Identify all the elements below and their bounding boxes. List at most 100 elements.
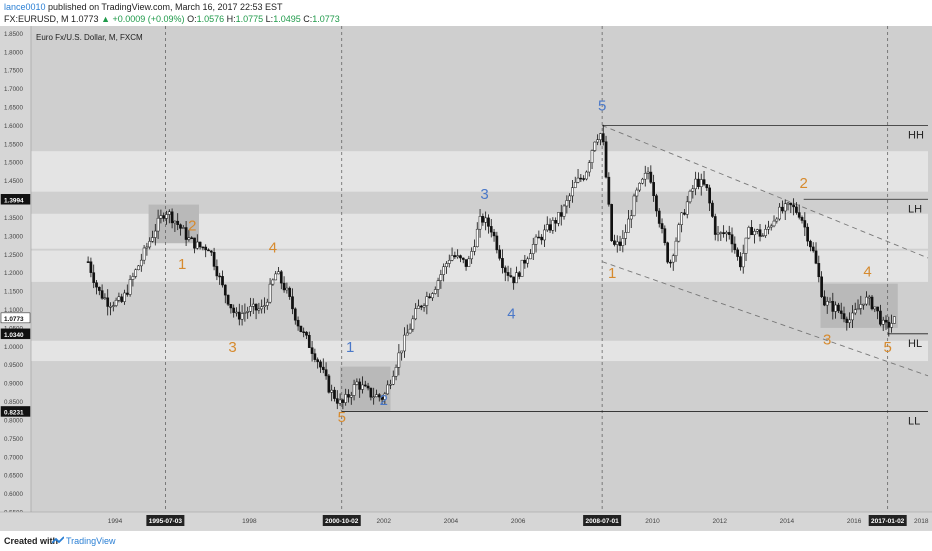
candle-body — [750, 227, 753, 236]
candle-body — [674, 240, 678, 257]
candle-body — [447, 260, 451, 264]
level-label: LL — [908, 415, 920, 427]
candle-body — [893, 316, 896, 324]
candle-body — [459, 255, 462, 259]
candle-body — [828, 301, 832, 303]
candle-body — [302, 331, 306, 333]
price-chart[interactable]: 1.8500 1.8000 1.7500 1.7000 1.6500 1.6000 1.55… — [0, 26, 932, 530]
y-axis-panel[interactable] — [0, 26, 31, 512]
candle-body — [806, 226, 809, 242]
x-tick-label: 2010 — [645, 518, 660, 525]
candle-body — [629, 215, 633, 220]
price-label-text: 1.0340 — [4, 332, 24, 339]
price-label-badge — [0, 312, 31, 324]
candle-body — [579, 177, 583, 180]
date-marker-label: 2000-10-02 — [325, 518, 359, 525]
wave-label[interactable]: 5 — [884, 339, 892, 356]
candle-body — [817, 263, 821, 278]
candle-body — [209, 250, 213, 253]
candle-body — [109, 306, 112, 308]
candle-body — [389, 383, 392, 386]
candle-body — [517, 272, 521, 277]
candle-body — [257, 308, 261, 311]
wave-label[interactable]: 1 — [346, 339, 354, 356]
candle-body — [562, 205, 566, 217]
candle-body — [201, 246, 205, 249]
x-axis-panel[interactable] — [0, 512, 932, 530]
price-label-badge — [0, 406, 31, 417]
candle-body — [685, 201, 689, 215]
wave-label[interactable]: 1 — [178, 256, 186, 273]
candle-body — [254, 303, 258, 311]
candle-body — [313, 353, 317, 360]
candle-body — [769, 225, 773, 228]
y-tick-label: 1.8500 — [4, 31, 23, 38]
wave-label[interactable]: 2 — [188, 217, 196, 234]
candle-body — [103, 297, 107, 300]
candle-body — [610, 204, 613, 242]
wave-label[interactable]: 3 — [480, 186, 488, 203]
candle-body — [333, 389, 336, 399]
candle-body — [811, 246, 815, 252]
wave-label[interactable]: 5 — [598, 98, 606, 115]
candle-body — [582, 178, 585, 180]
candle-body — [341, 399, 345, 403]
candle-body — [226, 294, 230, 305]
candle-body — [422, 305, 426, 308]
wave-label[interactable]: 2 — [380, 392, 388, 409]
date-marker-badge — [146, 515, 185, 526]
candle-body — [543, 229, 546, 241]
candle-body — [498, 249, 502, 259]
candle-body — [848, 319, 851, 323]
candle-body — [165, 214, 168, 219]
candle-body — [117, 296, 121, 301]
candle-body — [758, 229, 762, 237]
author-link[interactable]: lance0010 — [4, 2, 46, 12]
wave-label[interactable]: 4 — [507, 306, 515, 323]
candle-body — [106, 297, 110, 307]
candle-body — [114, 299, 118, 306]
candle-body — [545, 224, 549, 231]
tradingview-link[interactable]: TradingView — [66, 536, 116, 546]
candle-body — [887, 321, 891, 328]
trend-line[interactable] — [601, 261, 929, 377]
x-tick-label: 2004 — [444, 518, 459, 525]
wave-label[interactable]: 2 — [800, 175, 808, 192]
chart-title: Euro Fx/U.S. Dollar, M, FXCM — [36, 33, 143, 42]
candle-body — [190, 237, 194, 240]
candle-body — [652, 182, 655, 196]
y-tick-label: 1.3000 — [4, 233, 23, 240]
candle-body — [235, 311, 238, 314]
trend-line[interactable] — [601, 124, 929, 259]
candle-body — [195, 241, 199, 249]
candle-body — [879, 310, 882, 325]
wave-label[interactable]: 3 — [228, 339, 236, 356]
candle-body — [747, 227, 751, 239]
open-value: 1.0576 — [196, 14, 225, 24]
candle-body — [753, 231, 756, 236]
candle-body — [324, 369, 328, 377]
candle-body — [540, 236, 544, 241]
wave-label[interactable]: 5 — [338, 409, 346, 426]
wave-label[interactable]: 1 — [608, 265, 616, 282]
y-tick-label: 1.2000 — [4, 270, 23, 277]
wave-label[interactable]: 4 — [269, 239, 277, 256]
candle-body — [792, 204, 795, 208]
candle-body — [134, 269, 138, 277]
date-marker-label: 2017-01-02 — [871, 518, 905, 525]
candle-body — [470, 251, 474, 260]
wave-label[interactable]: 4 — [863, 263, 871, 280]
wave-label[interactable]: 3 — [823, 331, 831, 348]
candle-body — [464, 259, 468, 267]
chart-frame[interactable]: 1.8500 1.8000 1.7500 1.7000 1.6500 1.6000 1.55… — [0, 26, 932, 530]
candle-body — [97, 286, 101, 291]
candle-body — [417, 305, 420, 309]
candle-body — [481, 216, 485, 223]
candle-body — [725, 232, 728, 235]
candle-body — [445, 263, 448, 267]
candle-body — [825, 301, 829, 306]
candle-body — [624, 232, 627, 239]
candle-body — [638, 182, 641, 191]
candle-body — [487, 217, 490, 227]
candle-body — [321, 366, 325, 370]
